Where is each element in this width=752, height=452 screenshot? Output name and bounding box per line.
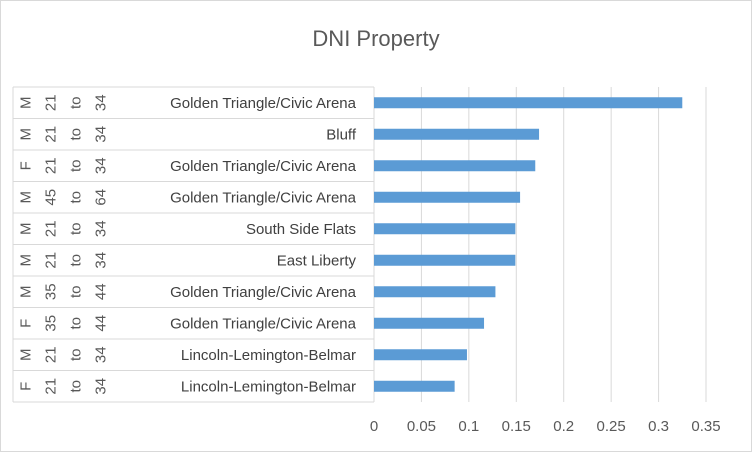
category-label-sex: F [18, 382, 35, 391]
chart-title: DNI Property [312, 26, 440, 51]
x-tick-label: 0.15 [502, 418, 531, 435]
category-label-age-to: 34 [93, 346, 110, 363]
category-label-area: Golden Triangle/Civic Arena [170, 189, 357, 206]
category-label-to: to [68, 191, 85, 204]
bar [374, 349, 467, 361]
x-tick-label: 0.05 [407, 418, 436, 435]
bar [374, 97, 683, 109]
category-label-sex: M [18, 97, 35, 110]
category-label-area: Golden Triangle/Civic Arena [170, 95, 357, 112]
category-label-age-from: 35 [43, 315, 60, 332]
category-label-age-to: 64 [93, 189, 110, 206]
bars [374, 97, 683, 392]
category-label-age-to: 44 [93, 315, 110, 332]
category-label-age-to: 34 [93, 94, 110, 111]
bar [374, 128, 540, 140]
bar [374, 380, 455, 392]
category-label-age-from: 21 [43, 157, 60, 174]
x-tick-label: 0.1 [458, 418, 479, 435]
category-label-sex: M [18, 128, 35, 141]
category-label-age-from: 45 [43, 189, 60, 206]
category-label-to: to [68, 254, 85, 267]
category-label-area: Bluff [326, 126, 357, 143]
category-label-to: to [68, 222, 85, 235]
category-label-to: to [68, 285, 85, 298]
category-label-age-from: 21 [43, 220, 60, 237]
category-label-sex: M [18, 349, 35, 362]
category-label-sex: F [18, 161, 35, 170]
category-label-age-to: 34 [93, 126, 110, 143]
category-label-to: to [68, 159, 85, 172]
category-label-age-from: 35 [43, 283, 60, 300]
category-label-sex: M [18, 286, 35, 299]
category-label-to: to [68, 348, 85, 361]
bar [374, 254, 516, 266]
bar [374, 160, 536, 172]
category-label-area: Golden Triangle/Civic Arena [170, 158, 357, 175]
category-label-area: Golden Triangle/Civic Arena [170, 315, 357, 332]
category-label-area: Lincoln-Lemington-Belmar [181, 378, 356, 395]
category-label-table: M 21 to 34 Golden Triangle/Civic Arena M 21 to 3… [12, 86, 375, 403]
category-label-to: to [68, 317, 85, 330]
category-label-age-to: 34 [93, 220, 110, 237]
category-label-sex: M [18, 254, 35, 267]
category-label-to: to [68, 128, 85, 141]
category-label-area: East Liberty [277, 252, 357, 269]
x-tick-label: 0.35 [691, 418, 720, 435]
category-label-age-to: 34 [93, 378, 110, 395]
x-tick-label: 0 [370, 418, 378, 435]
category-label-age-from: 21 [43, 252, 60, 269]
category-label-sex: M [18, 223, 35, 236]
category-label-area: Lincoln-Lemington-Belmar [181, 347, 356, 364]
category-label-age-from: 21 [43, 346, 60, 363]
category-label-age-from: 21 [43, 378, 60, 395]
category-label-age-from: 21 [43, 126, 60, 143]
category-label-age-to: 44 [93, 283, 110, 300]
x-tick-label: 0.2 [553, 418, 574, 435]
category-label-to: to [68, 380, 85, 393]
category-label-age-from: 21 [43, 94, 60, 111]
bar [374, 286, 496, 298]
bar [374, 317, 485, 329]
x-axis-ticks: 0 0.05 0.1 0.15 0.2 0.25 0.3 0.35 [370, 418, 721, 435]
bar [374, 223, 516, 235]
category-label-age-to: 34 [93, 157, 110, 174]
category-label-sex: F [18, 319, 35, 328]
x-tick-label: 0.25 [597, 418, 626, 435]
category-label-area: Golden Triangle/Civic Arena [170, 284, 357, 301]
category-label-area: South Side Flats [246, 221, 356, 238]
category-label-age-to: 34 [93, 252, 110, 269]
x-tick-label: 0.3 [648, 418, 669, 435]
category-label-to: to [68, 96, 85, 109]
bar [374, 191, 521, 203]
category-label-sex: M [18, 191, 35, 204]
